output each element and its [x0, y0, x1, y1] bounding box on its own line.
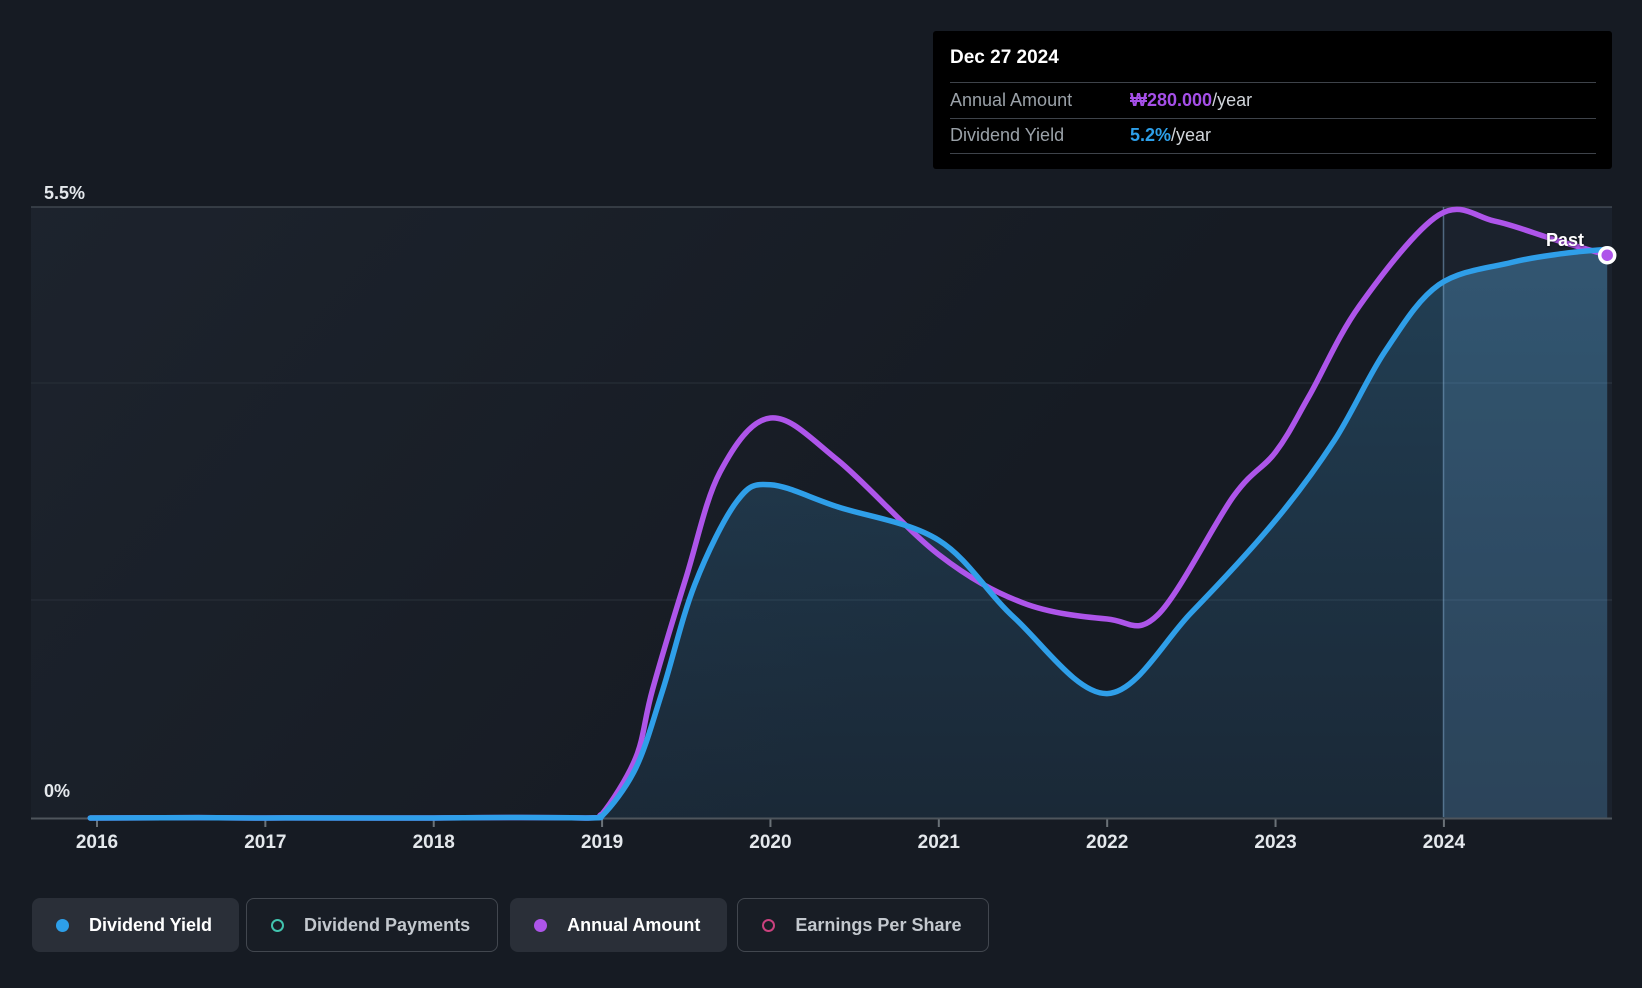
x-axis-year-label: 2019 [580, 832, 624, 853]
series-ring-icon [271, 918, 285, 932]
end-point-marker [1597, 245, 1617, 265]
tooltip-row-label: Annual Amount [950, 89, 1073, 110]
hover-highlight-area [1443, 249, 1608, 818]
legend-toggle-dividend-payments[interactable]: Dividend Payments [246, 898, 499, 952]
legend-label: Annual Amount [567, 914, 701, 935]
chart-legend: Dividend Yield Dividend Payments Annual Am… [32, 898, 990, 952]
y-axis-max-label: 5.5% [44, 183, 86, 203]
tooltip-row-value: ₩280.000 [1130, 89, 1213, 110]
legend-label: Dividend Yield [89, 914, 213, 935]
tooltip-divider [950, 153, 1596, 154]
past-label: Past [1546, 230, 1585, 250]
tooltip-row-suffix: /year [1212, 89, 1253, 110]
series-ring-icon [762, 918, 776, 932]
legend-toggle-earnings-per-share[interactable]: Earnings Per Share [737, 898, 990, 952]
x-axis-year-label: 2018 [412, 832, 455, 853]
x-axis-year-label: 2022 [1086, 832, 1129, 853]
tooltip-row: Annual Amount ₩280.000/year [950, 82, 1596, 118]
x-axis-year-label: 2023 [1254, 832, 1297, 853]
yield-area-fill [90, 249, 1608, 819]
tooltip-row-value: 5.2% [1130, 125, 1172, 146]
x-axis-year-label: 2024 [1422, 832, 1466, 853]
dividend-yield-curve [87, 246, 1610, 821]
legend-toggle-annual-amount[interactable]: Annual Amount [510, 898, 728, 952]
series-dot-icon [56, 918, 69, 932]
x-axis-year-label: 2016 [75, 832, 119, 853]
x-axis-year-label: 2017 [244, 832, 287, 853]
legend-label: Earnings Per Share [795, 914, 962, 935]
legend-label: Dividend Payments [304, 914, 471, 935]
chart-tooltip: Dec 27 2024 Annual Amount ₩280.000/year Di… [933, 31, 1612, 169]
tooltip-date: Dec 27 2024 [950, 47, 1059, 68]
tooltip-row-label: Dividend Yield [950, 125, 1065, 146]
tooltip-row: Dividend Yield 5.2%/year [950, 117, 1596, 154]
tooltip-row-suffix: /year [1171, 125, 1212, 146]
y-axis-min-label: 0% [44, 781, 71, 801]
series-dot-icon [534, 918, 548, 932]
legend-toggle-dividend-yield[interactable]: Dividend Yield [32, 898, 240, 952]
x-axis-year-label: 2020 [749, 832, 792, 853]
hover-highlight-band [1443, 207, 1612, 818]
x-axis-year-label: 2021 [917, 832, 960, 853]
